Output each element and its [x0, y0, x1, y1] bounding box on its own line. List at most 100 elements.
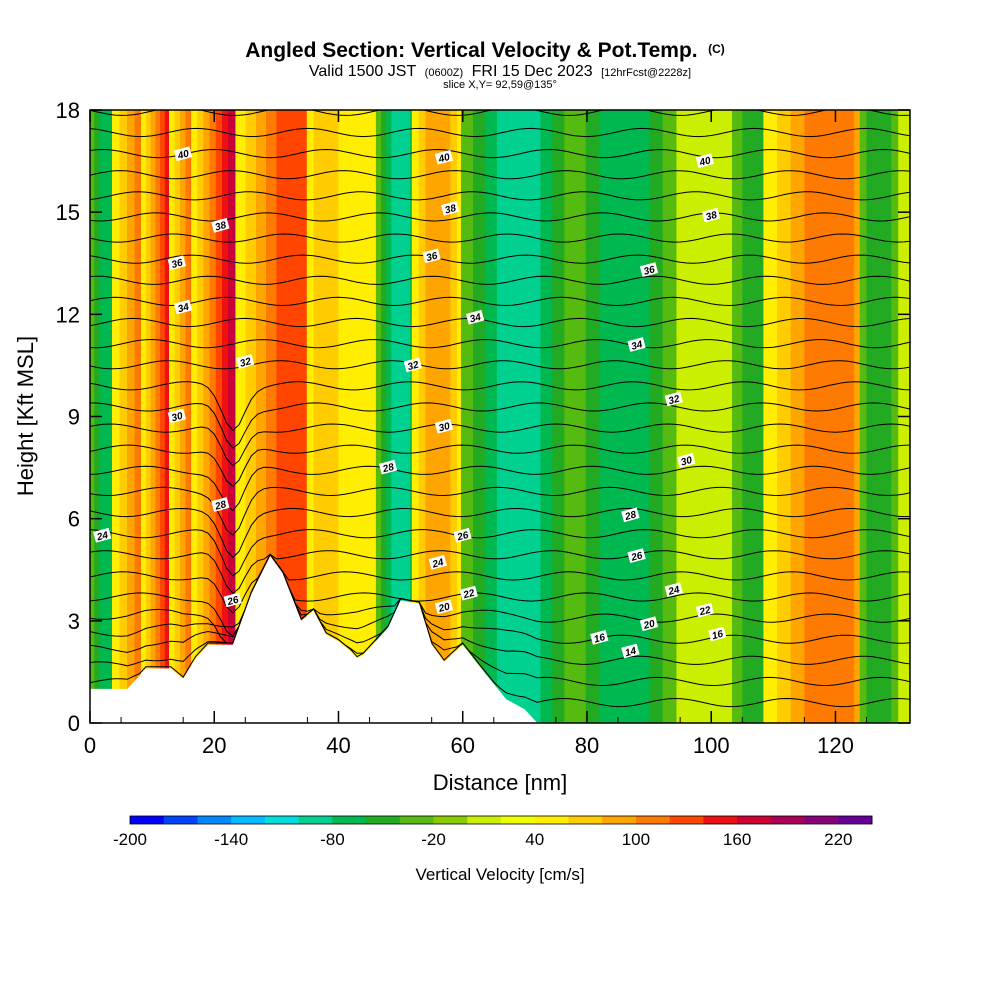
- theta-contour-label: 30: [677, 452, 696, 469]
- chart-subtitle: Valid 1500 JST (0600Z) FRI 15 Dec 2023 […: [309, 63, 691, 80]
- theta-label-text: 34: [469, 312, 483, 326]
- theta-contour-label: 30: [167, 408, 187, 424]
- theta-contour-label: 16: [708, 626, 727, 643]
- theta-label-text: 22: [697, 605, 712, 619]
- y-axis-label: Height [Kft MSL]: [13, 336, 38, 496]
- theta-label-text: 32: [239, 356, 253, 370]
- velocity-level: [599, 110, 650, 723]
- theta-contour-label: 16: [590, 630, 609, 646]
- colorbar-swatch: [298, 816, 333, 824]
- theta-label-text: 30: [438, 421, 452, 435]
- velocity-plume: [859, 110, 899, 723]
- theta-label-text: 20: [642, 618, 657, 632]
- colorbar-swatch: [467, 816, 502, 824]
- isentrope-line: [90, 402, 910, 449]
- theta-label-text: 28: [213, 499, 228, 513]
- isentrope-line: [90, 553, 910, 644]
- colorbar-label: -80: [320, 830, 345, 849]
- isentrope-line: [90, 550, 910, 594]
- x-tick-label: 60: [450, 733, 474, 758]
- theta-label-text: 32: [406, 360, 420, 374]
- velocity-plume: [572, 110, 677, 723]
- theta-contour-label: 22: [695, 602, 715, 619]
- x-tick-label: 80: [575, 733, 599, 758]
- isentrope-line: [90, 553, 910, 644]
- x-tick-label: 20: [202, 733, 226, 758]
- isentrope-line: [90, 529, 910, 577]
- theta-contour-label: 36: [422, 248, 441, 265]
- isentrope-line: [90, 360, 910, 370]
- plot-area: 40 38 36 34 32 30 28 26 24 40 38 36 34 32 30 28 26 24 22 20…: [90, 110, 910, 723]
- colorbar-label: -20: [421, 830, 446, 849]
- x-tick-label: 120: [817, 733, 854, 758]
- theta-contour-label: 38: [211, 217, 230, 234]
- y-tick-label: 6: [68, 507, 80, 532]
- theta-label-text: 20: [437, 601, 452, 615]
- theta-contour-label: 34: [173, 299, 193, 315]
- colorbar-swatch: [804, 816, 839, 824]
- isentrope-line: [90, 110, 910, 116]
- theta-contour-label: 28: [378, 459, 398, 476]
- x-tick-label: 100: [693, 733, 730, 758]
- velocity-level: [391, 110, 410, 723]
- theta-contour-label: 24: [93, 527, 112, 544]
- theta-contour-label: 36: [167, 255, 187, 271]
- theta-contour-label: 24: [664, 582, 683, 598]
- velocity-plume: [347, 110, 379, 723]
- isentrope-line: [90, 317, 910, 328]
- y-tick-label: 3: [68, 609, 80, 634]
- colorbar-swatch: [197, 816, 232, 824]
- velocity-level: [866, 110, 892, 723]
- colorbar-swatch: [231, 816, 266, 824]
- theta-label-text: 38: [214, 220, 228, 234]
- theta-contour-label: 22: [459, 585, 478, 602]
- isentrope-line: [90, 423, 910, 467]
- theta-contour-label: 14: [621, 643, 640, 659]
- theta-label-text: 28: [623, 509, 638, 523]
- isentrope-line: [90, 127, 910, 138]
- isentrope-line: [90, 233, 910, 243]
- velocity-level: [347, 110, 379, 723]
- isentrope-line: [90, 296, 910, 307]
- isentrope-line: [90, 381, 910, 432]
- theta-label-text: 24: [666, 584, 681, 598]
- theta-label-text: 28: [381, 462, 396, 476]
- theta-contour-label: 30: [434, 418, 454, 435]
- x-axis-label: Distance [nm]: [433, 770, 568, 795]
- x-tick-label: 40: [326, 733, 350, 758]
- colorbar-swatch: [130, 816, 165, 824]
- y-tick-label: 0: [68, 711, 80, 736]
- theta-label-text: 36: [170, 257, 184, 271]
- theta-contour-label: 34: [627, 337, 646, 353]
- theta-contour-label: 28: [621, 507, 640, 523]
- theta-contour-label: 40: [173, 146, 193, 162]
- isentrope-line: [90, 338, 910, 349]
- y-tick-label: 12: [56, 302, 80, 327]
- theta-label-text: 24: [95, 530, 110, 544]
- theta-contour-label: 26: [453, 527, 472, 544]
- colorbar-swatch: [366, 816, 401, 824]
- colorbar-swatch: [399, 816, 434, 824]
- isentrope-line: [90, 444, 910, 487]
- theta-label-text: 36: [425, 251, 439, 265]
- theta-label-text: 32: [667, 394, 681, 408]
- theta-contour-label: 32: [403, 357, 423, 374]
- colorbar-swatch: [770, 816, 805, 824]
- colorbar: -200 -140 -80 -20 40 100 160 220: [113, 815, 873, 849]
- y-tick-label: 18: [56, 98, 80, 123]
- theta-label-text: 38: [705, 210, 719, 224]
- colorbar-swatch: [501, 816, 536, 824]
- isentrope-line: [90, 486, 910, 536]
- y-tick-label: 9: [68, 405, 80, 430]
- theta-label-text: 36: [643, 264, 657, 278]
- theta-label-text: 40: [437, 152, 452, 166]
- colorbar-swatch: [534, 816, 569, 824]
- theta-label-text: 16: [711, 629, 725, 643]
- theta-contour-label: 40: [434, 149, 454, 166]
- theta-contour-label: 38: [441, 200, 460, 217]
- colorbar-swatch: [703, 816, 738, 824]
- colorbar-swatch: [635, 816, 671, 824]
- theta-contour-label: 26: [627, 548, 646, 564]
- colorbar-swatch: [737, 816, 772, 824]
